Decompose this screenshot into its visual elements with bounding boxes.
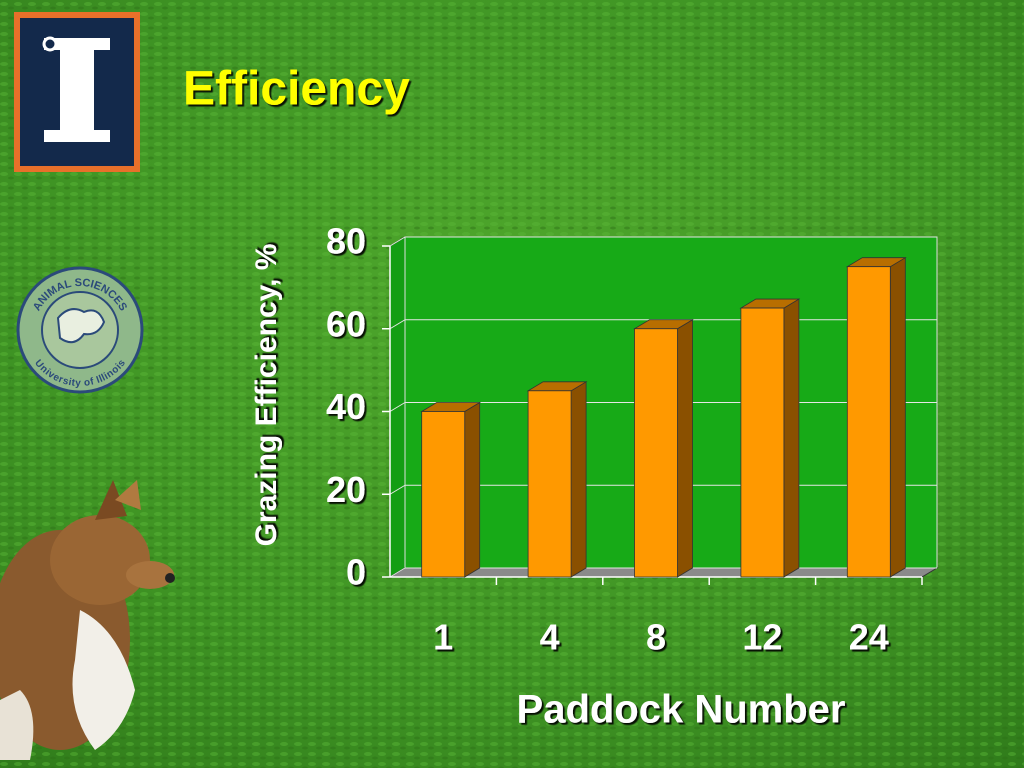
grid-line-side [389,236,406,247]
x-tick-label: 1 [433,617,453,658]
bar [421,411,466,578]
bar-side [889,256,906,578]
y-tick-label: 20 [326,469,366,510]
chart: 0 20 40 60 80 1 4 8 12 24 [326,221,939,658]
dog-photo [0,480,175,760]
bar-side [570,381,587,578]
y-tick-label: 0 [346,552,366,593]
bar-side [783,298,800,578]
bar-side [677,319,693,578]
y-tick-label: 60 [326,303,366,344]
slide-title: Efficiency [183,63,410,116]
x-tick-label: 12 [742,617,782,658]
x-tick-label: 24 [849,617,889,658]
grid-line-side [389,402,406,412]
y-tick-label: 80 [326,221,366,262]
x-tick-label: 8 [646,617,666,658]
grid-line-side [389,319,406,330]
animal-sciences-badge: ANIMAL SCIENCES University of Illinois [16,266,144,394]
bar-side [464,401,481,578]
y-axis-title: Grazing Efficiency, % [250,244,283,547]
grid-line-side [389,567,406,578]
x-tick-label: 4 [540,617,560,658]
bar [740,307,785,578]
x-axis-title: Paddock Number [517,688,846,732]
grid-line-side [389,484,406,495]
y-tick-label: 40 [326,386,366,427]
bar [634,328,678,578]
bar [527,390,572,578]
university-logo [14,12,140,172]
bar [846,266,891,578]
